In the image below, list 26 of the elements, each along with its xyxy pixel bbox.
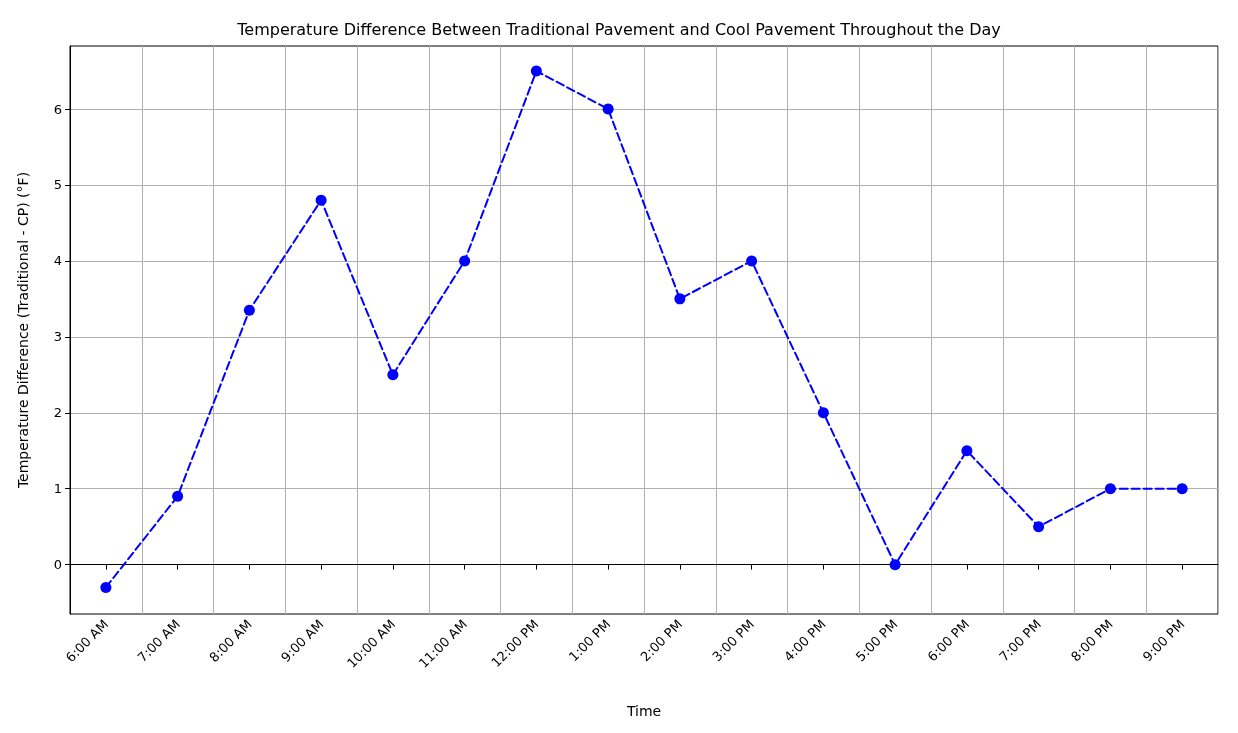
point	[961, 445, 973, 457]
y-tick-label: 1	[53, 481, 62, 497]
point	[172, 490, 184, 502]
y-tick-label: 4	[53, 253, 62, 269]
point	[1104, 483, 1116, 495]
point	[530, 65, 542, 77]
chart-title: Temperature Difference Between Traditional Pavement and Cool Pavement Throughout the Day	[236, 19, 1001, 39]
point	[387, 369, 399, 381]
y-tick-label: 2	[53, 405, 62, 421]
point	[100, 581, 112, 593]
y-tick-label: 3	[53, 329, 62, 345]
point	[674, 293, 686, 305]
point	[602, 103, 614, 115]
y-tick-label: 0	[53, 557, 62, 573]
x-axis-title: Time	[625, 703, 662, 719]
point	[746, 255, 758, 267]
point	[817, 407, 829, 419]
point	[1033, 521, 1045, 533]
y-axis-title: Temperature Difference (Traditional - CP) (°F)	[15, 171, 31, 490]
point	[459, 255, 471, 267]
y-tick-label: 5	[53, 177, 62, 193]
point	[889, 559, 901, 571]
y-tick-label: 6	[53, 101, 62, 117]
point	[243, 304, 255, 316]
point	[315, 194, 327, 206]
point	[1176, 483, 1188, 495]
